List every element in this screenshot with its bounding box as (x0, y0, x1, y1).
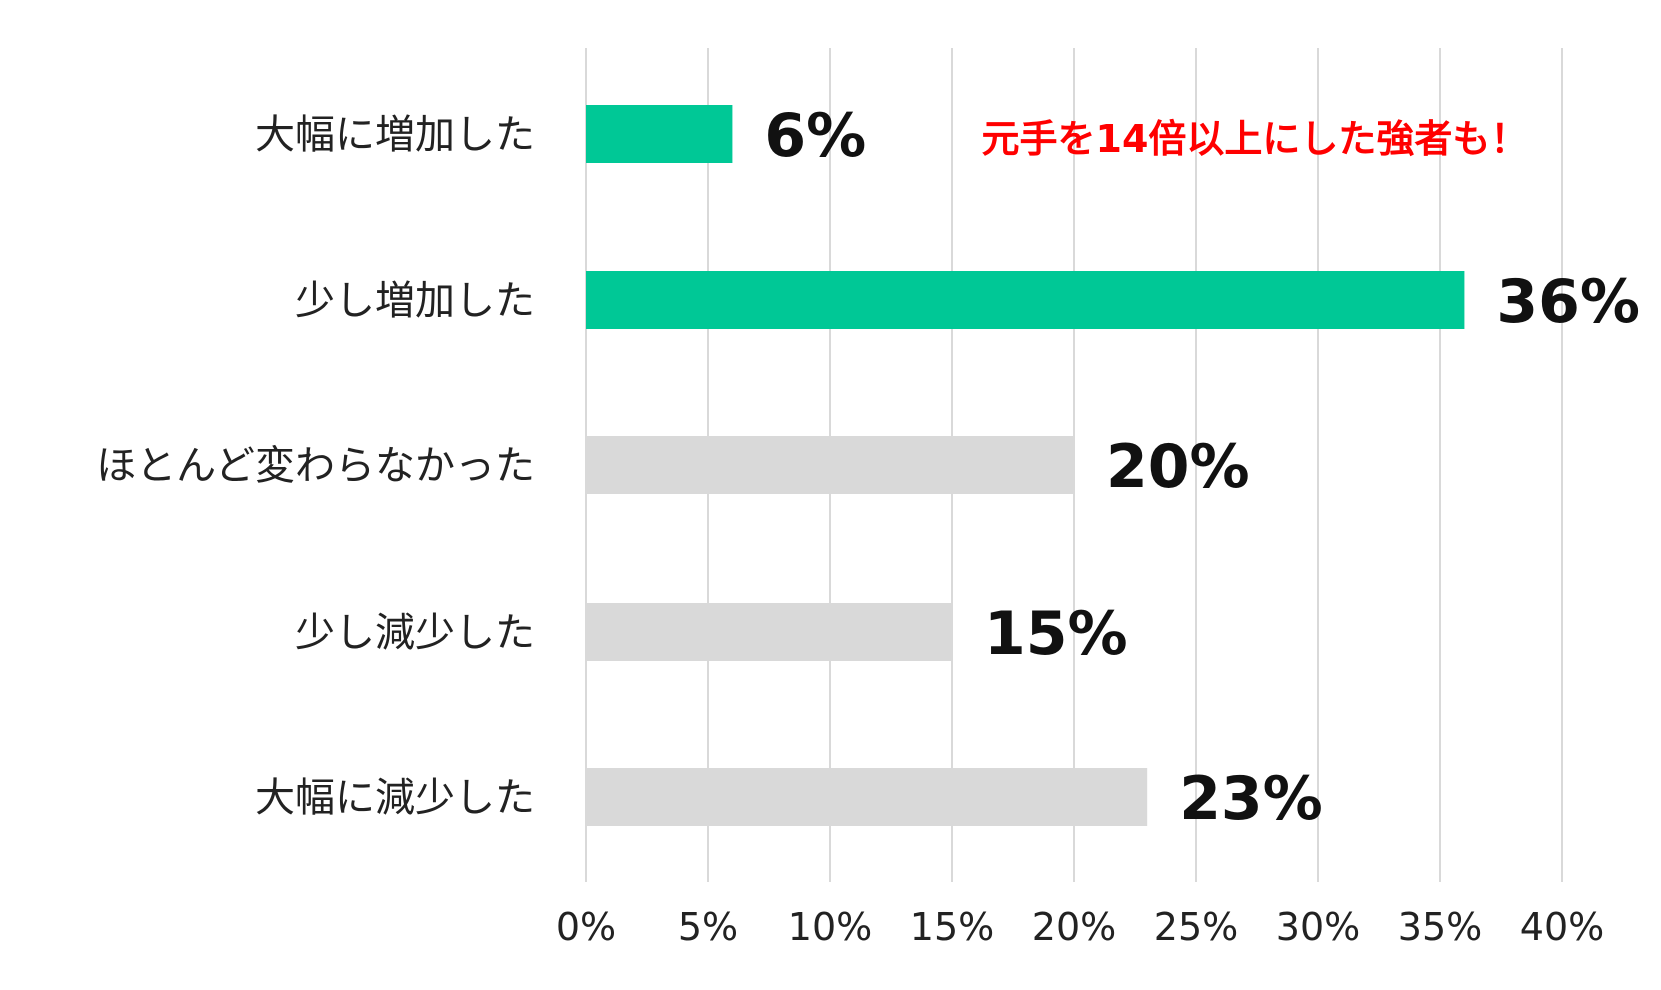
bar-layer (586, 105, 1465, 826)
bar-2 (586, 436, 1074, 494)
category-label-3: 少し減少した (295, 610, 535, 656)
value-label-3: 15% (984, 599, 1128, 669)
x-tick-label-0: 0% (556, 905, 616, 949)
value-label-2: 20% (1106, 432, 1250, 502)
bar-3 (586, 603, 952, 661)
x-tick-label-25: 25% (1154, 905, 1238, 949)
x-tick-label-40: 40% (1520, 905, 1604, 949)
category-label-4: 大幅に減少した (255, 775, 535, 821)
category-label-2: ほとんど変わらなかった (96, 443, 535, 489)
x-tick-label-10: 10% (788, 905, 872, 949)
label-layer: 大幅に増加した 6% 少し増加した 36% ほとんど変わらなかった 20% 少し減少した 15… (96, 101, 1640, 834)
bar-0 (586, 105, 733, 163)
bar-1 (586, 271, 1465, 329)
annotation-text: 元手を14倍以上にした強者も！ (982, 117, 1529, 161)
x-tick-label-5: 5% (678, 905, 738, 949)
value-label-0: 6% (764, 101, 866, 171)
category-label-0: 大幅に増加した (255, 112, 535, 158)
value-label-1: 36% (1496, 267, 1640, 337)
category-label-1: 少し増加した (295, 278, 535, 324)
value-label-4: 23% (1179, 764, 1323, 834)
bar-4 (586, 768, 1148, 826)
x-tick-label-30: 30% (1276, 905, 1360, 949)
x-tick-label-20: 20% (1032, 905, 1116, 949)
x-tick-label-15: 15% (910, 905, 994, 949)
x-tick-label-35: 35% (1398, 905, 1482, 949)
tick-layer: 0% 5% 10% 15% 20% 25% 30% 35% 40% (556, 905, 1604, 949)
